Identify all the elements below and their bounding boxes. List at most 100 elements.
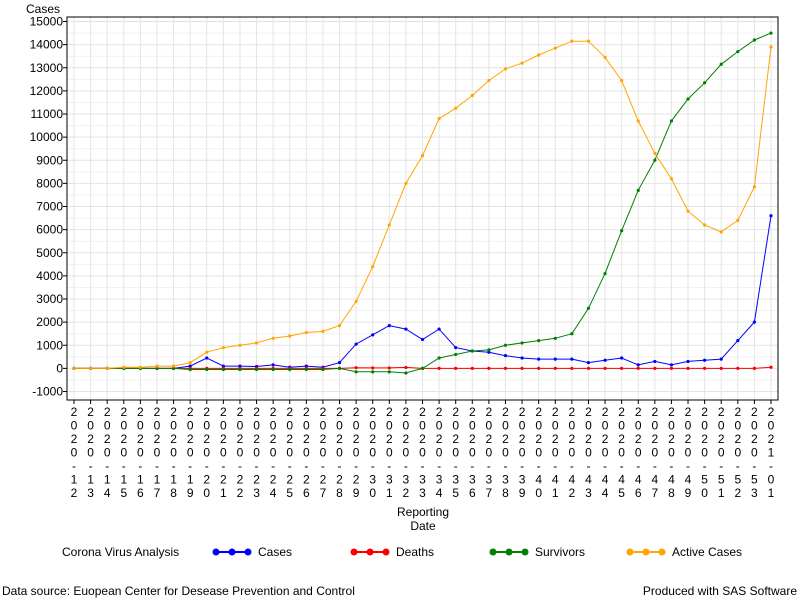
x-tick-label-char: 2 <box>137 432 144 446</box>
x-tick-label-char: 1 <box>386 486 393 500</box>
x-tick-label-char: 3 <box>502 473 509 487</box>
x-tick-label-char: 7 <box>154 486 161 500</box>
x-tick-label-char: 2 <box>635 405 642 419</box>
x-tick-label-char: 2 <box>237 473 244 487</box>
data-point-cases <box>520 356 524 360</box>
x-tick-label-char: - <box>769 459 773 473</box>
x-tick-label-char: 2 <box>519 432 526 446</box>
data-point-survivors <box>669 119 674 123</box>
x-tick-label-char: 0 <box>386 446 393 460</box>
x-tick-label-char: 0 <box>469 446 476 460</box>
x-tick-label-char: 3 <box>452 473 459 487</box>
x-tick-label-char: 0 <box>187 446 194 460</box>
x-tick-label-char: 6 <box>137 486 144 500</box>
data-point-cases <box>454 345 458 350</box>
x-tick-label-char: 2 <box>552 432 559 446</box>
x-tick-label-char: 0 <box>718 446 725 460</box>
x-tick-label-char: 0 <box>469 419 476 433</box>
x-tick-label-char: 2 <box>303 473 310 487</box>
data-point-survivors <box>171 366 176 370</box>
data-point-deaths <box>520 366 524 370</box>
x-tick-label-char: 2 <box>403 432 410 446</box>
x-tick-label-char: 5 <box>734 473 741 487</box>
data-point-cases <box>337 360 342 365</box>
x-tick-label-char: - <box>470 459 474 473</box>
x-tick-label-char: - <box>321 459 325 473</box>
x-tick-label-char: 1 <box>187 473 194 487</box>
x-tick-label-char: 9 <box>685 486 692 500</box>
x-tick-label-char: 7 <box>486 486 493 500</box>
x-tick-label-char: 1 <box>71 473 78 487</box>
data-point-survivors <box>520 341 524 345</box>
y-tick-label: 1000 <box>36 338 63 352</box>
x-tick-label-char: 0 <box>87 446 94 460</box>
x-tick-label-char: 2 <box>336 405 343 419</box>
x-tick-label-char: 1 <box>768 446 775 460</box>
x-tick-label-char: - <box>553 459 557 473</box>
y-tick-label: 6000 <box>36 223 63 237</box>
y-tick-label: 7000 <box>36 200 63 214</box>
data-point-deaths <box>371 366 375 370</box>
data-point-survivors <box>321 367 325 372</box>
x-tick-label-char: 7 <box>651 486 658 500</box>
data-point-survivors <box>254 367 259 372</box>
x-tick-label-char: 4 <box>535 473 542 487</box>
legend-marker-deaths <box>350 548 358 556</box>
data-point-survivors <box>387 370 391 374</box>
data-point-survivors <box>736 49 740 54</box>
x-tick-label-char: 0 <box>519 419 526 433</box>
data-point-survivors <box>304 367 308 372</box>
x-tick-label-char: 0 <box>685 446 692 460</box>
data-point-survivors <box>404 371 408 375</box>
x-tick-label-char: 2 <box>286 473 293 487</box>
x-tick-label-char: - <box>736 459 740 473</box>
data-point-cases <box>238 364 242 368</box>
data-point-survivors <box>205 367 209 372</box>
x-tick-label-char: 2 <box>187 405 194 419</box>
x-tick-label-char: 2 <box>535 432 542 446</box>
x-tick-label-char: 2 <box>751 432 758 446</box>
x-tick-label-char: 2 <box>701 405 708 419</box>
legend-marker-survivors <box>521 548 529 556</box>
data-point-survivors <box>620 229 624 233</box>
x-tick-label-char: 3 <box>403 473 410 487</box>
data-point-active-cases <box>686 209 690 213</box>
x-tick-label-char: 0 <box>320 419 327 433</box>
data-point-active-cases <box>470 93 474 98</box>
data-point-active-cases <box>155 364 159 368</box>
x-tick-label-char: 3 <box>486 473 493 487</box>
data-point-deaths <box>620 366 624 370</box>
x-tick-label-char: 2 <box>651 405 658 419</box>
x-tick-label-char: 1 <box>768 486 775 500</box>
x-tick-label-char: 2 <box>71 486 78 500</box>
y-tick-label: 8000 <box>36 176 63 190</box>
x-tick-label-char: 4 <box>618 473 625 487</box>
data-point-survivors <box>503 343 508 347</box>
x-tick-label-char: 2 <box>651 432 658 446</box>
data-point-survivors <box>371 370 375 374</box>
data-point-deaths <box>553 366 557 370</box>
x-tick-label-char: 2 <box>403 486 410 500</box>
x-tick-label-char: 0 <box>386 419 393 433</box>
x-tick-label-char: 0 <box>203 446 210 460</box>
x-tick-label-char: 0 <box>369 419 376 433</box>
x-tick-label-char: 2 <box>718 432 725 446</box>
x-tick-label-char: 2 <box>170 405 177 419</box>
x-tick-label-char: 9 <box>519 486 526 500</box>
x-tick-label-char: 2 <box>120 432 127 446</box>
data-point-deaths <box>636 366 640 370</box>
x-tick-label-char: 0 <box>270 419 277 433</box>
x-tick-label-char: 2 <box>419 405 426 419</box>
data-point-survivors <box>288 367 292 372</box>
legend-label-deaths: Deaths <box>396 545 434 559</box>
x-tick-label-char: 0 <box>651 446 658 460</box>
x-tick-label-char: 1 <box>170 473 177 487</box>
x-tick-label-char: 0 <box>419 419 426 433</box>
x-tick-label-char: 0 <box>137 446 144 460</box>
x-tick-label-char: - <box>719 459 723 473</box>
data-point-deaths <box>487 366 491 370</box>
data-point-active-cases <box>520 61 524 65</box>
x-tick-label-char: 2 <box>270 473 277 487</box>
x-tick-label-char: 0 <box>220 446 227 460</box>
data-point-survivors <box>653 158 657 162</box>
